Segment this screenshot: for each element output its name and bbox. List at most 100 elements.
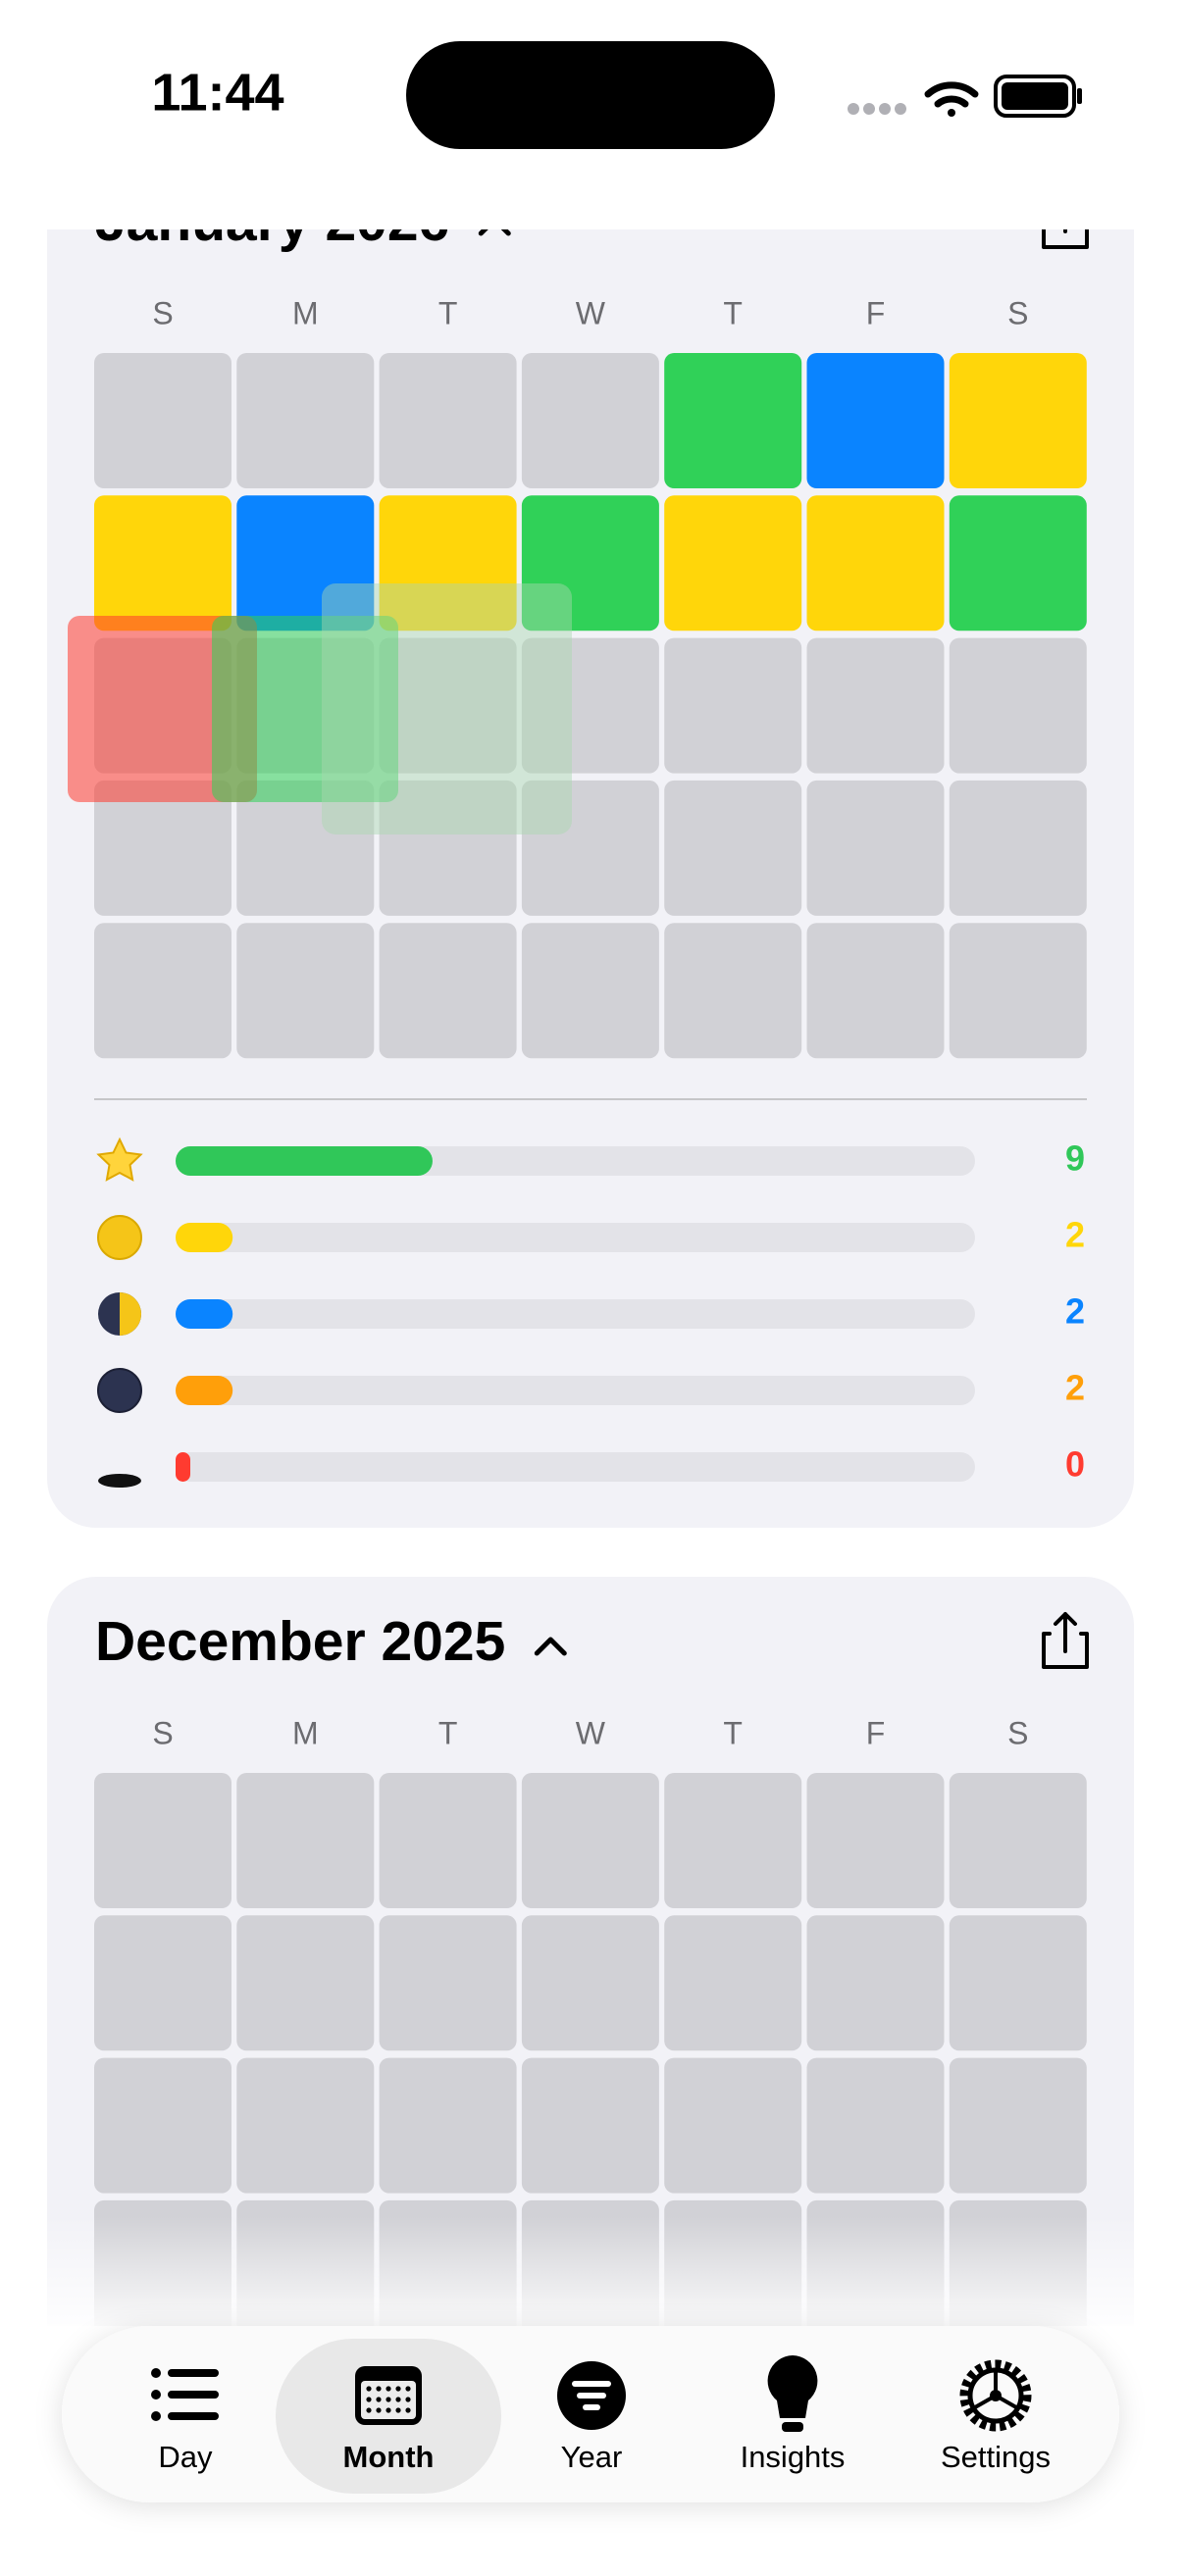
calendar-dot (386, 2386, 391, 2392)
day-cell[interactable] (94, 923, 231, 1059)
day-cell[interactable] (806, 495, 945, 631)
tab-item[interactable]: Insights (741, 2355, 846, 2474)
day-cell[interactable] (664, 780, 802, 916)
day-cell[interactable] (664, 637, 802, 774)
weekday-label: T (438, 1715, 458, 1750)
day-cell[interactable] (664, 1915, 802, 2051)
share-icon (1042, 1612, 1089, 1669)
day-cell[interactable] (664, 1773, 802, 1908)
day-cell[interactable] (379, 1773, 517, 1908)
day-cell[interactable] (664, 2057, 802, 2194)
day-cell[interactable] (236, 2057, 375, 2194)
month-title: December 2025 (95, 1610, 505, 1673)
day-cell[interactable] (521, 1915, 659, 2051)
day-cell[interactable] (806, 923, 945, 1059)
day-cell[interactable] (379, 923, 517, 1059)
day-cell[interactable] (94, 1773, 231, 1908)
day-cell[interactable] (379, 780, 517, 916)
day-cell[interactable] (521, 495, 659, 631)
tab-item[interactable]: Month (276, 2339, 501, 2494)
day-cell[interactable] (806, 637, 945, 774)
day-cell[interactable] (94, 2057, 231, 2194)
day-cell[interactable] (664, 923, 802, 1059)
day-cell[interactable] (806, 353, 945, 488)
day-cell[interactable] (806, 1773, 945, 1908)
signal (848, 103, 906, 115)
day-cell[interactable] (521, 353, 659, 488)
calendar-dot (405, 2386, 411, 2392)
weekday-label: F (866, 1715, 886, 1750)
day-cell[interactable] (521, 1773, 659, 1908)
stat-row: 2 (97, 1368, 1085, 1413)
gear-spokes (974, 2372, 1017, 2409)
list-line (168, 2369, 219, 2377)
day-cell[interactable] (949, 1773, 1087, 1908)
day-cell[interactable] (379, 353, 517, 488)
weekday-label: S (152, 1715, 173, 1750)
day-cell[interactable] (949, 1915, 1087, 2051)
day-cell[interactable] (236, 353, 375, 488)
day-cell[interactable] (806, 780, 945, 916)
day-cell[interactable] (949, 923, 1087, 1059)
day-cell[interactable] (94, 780, 231, 916)
day-cell[interactable] (521, 923, 659, 1059)
tab-label: Month (343, 2440, 435, 2474)
calendar-dot (395, 2397, 401, 2402)
share-button[interactable] (1042, 1612, 1089, 1669)
calendar-dot (376, 2386, 382, 2392)
day-cell[interactable] (521, 780, 659, 916)
calendar-dot (366, 2397, 372, 2402)
day-cell[interactable] (949, 495, 1087, 631)
day-cell[interactable] (521, 637, 659, 774)
tab-item[interactable]: Year (557, 2361, 626, 2474)
weekday-label: T (438, 295, 458, 330)
day-cell[interactable] (236, 780, 375, 916)
day-cell[interactable] (94, 353, 231, 488)
drag-ghost (322, 583, 572, 834)
day-cell[interactable] (379, 637, 517, 774)
day-cell[interactable] (949, 2057, 1087, 2194)
weekday-label: T (723, 1715, 743, 1750)
stat-track (176, 1452, 975, 1482)
stat-bar (176, 1452, 190, 1482)
day-cell[interactable] (379, 495, 517, 631)
calendar-dot (376, 2397, 382, 2402)
stat-row: 0 (98, 1444, 1085, 1488)
weekday-label: F (866, 295, 886, 330)
day-cell[interactable] (236, 1773, 375, 1908)
day-cell[interactable] (236, 1915, 375, 2051)
day-cell[interactable] (949, 780, 1087, 916)
status-time: 11:44 (151, 63, 283, 122)
day-cell[interactable] (94, 495, 231, 631)
stat-value: 2 (1065, 1368, 1085, 1408)
stat-bar (176, 1376, 233, 1405)
day-cell[interactable] (949, 353, 1087, 488)
tab-label: Day (158, 2440, 213, 2474)
new-moon-icon (97, 1368, 142, 1413)
day-cell[interactable] (806, 1915, 945, 2051)
tab-item[interactable]: Settings (941, 2359, 1051, 2474)
day-cell[interactable] (806, 2057, 945, 2194)
calendar-dot (395, 2386, 401, 2392)
weekday-label: S (1007, 295, 1028, 330)
day-cell[interactable] (949, 637, 1087, 774)
day-cell[interactable] (664, 495, 802, 631)
day-cell[interactable] (664, 353, 802, 488)
day-cell[interactable] (379, 2057, 517, 2194)
stat-bar (176, 1146, 433, 1176)
day-cell[interactable] (94, 1915, 231, 2051)
calendar-dot (376, 2407, 382, 2413)
drag-ghost (68, 616, 257, 802)
bulb-base (782, 2422, 803, 2432)
day-cell[interactable] (236, 495, 375, 631)
day-cell[interactable] (379, 1915, 517, 2051)
list-dot (151, 2368, 161, 2378)
day-cell[interactable] (521, 2057, 659, 2194)
tab-label: Insights (741, 2440, 846, 2474)
day-cell[interactable] (236, 923, 375, 1059)
gear-ring (967, 2367, 1024, 2424)
collapse-chevron[interactable] (534, 1637, 567, 1656)
tab-item[interactable]: Day (151, 2368, 219, 2474)
list-dot (151, 2411, 161, 2421)
